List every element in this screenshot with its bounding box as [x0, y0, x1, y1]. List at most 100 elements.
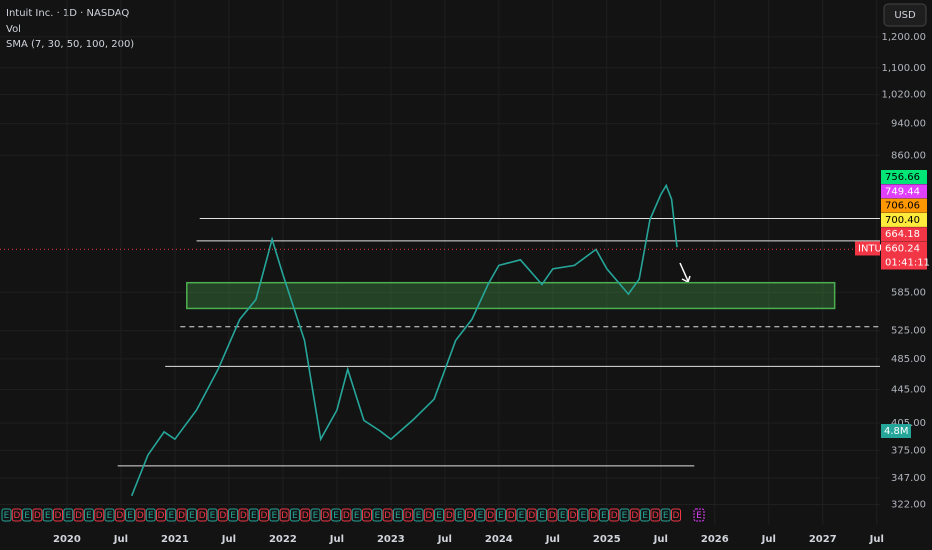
event-marker: [434, 508, 445, 522]
event-marker: [629, 508, 640, 522]
x-tick-label: 2021: [161, 534, 189, 545]
event-marker: [186, 508, 197, 522]
event-label: E: [189, 511, 195, 521]
event-marker: [300, 508, 311, 522]
event-label: D: [343, 511, 350, 521]
event-label: E: [560, 511, 566, 521]
event-marker: [526, 508, 537, 522]
event-label: D: [261, 511, 268, 521]
price-line: [130, 183, 678, 497]
event-marker: [423, 508, 434, 522]
y-tick-label: 1,200.00: [881, 32, 926, 43]
event-marker: [495, 508, 506, 522]
event-marker: [609, 508, 620, 522]
event-marker: [145, 508, 156, 522]
y-tick-label: 940.00: [891, 119, 926, 130]
event-marker: [94, 508, 105, 522]
event-label: E: [539, 511, 545, 521]
arrow: [679, 262, 689, 282]
event-marker: [42, 508, 53, 522]
event-marker: [135, 508, 146, 522]
y-tick-label: 585.00: [891, 287, 926, 298]
event-marker: [588, 508, 599, 522]
price-label: 664.18: [885, 229, 920, 240]
event-label: E: [354, 511, 360, 521]
event-label: E: [251, 511, 257, 521]
event-label: D: [158, 511, 165, 521]
event-marker: [547, 508, 558, 522]
event-label: D: [487, 511, 494, 521]
event-marker: [156, 508, 166, 522]
event-label: D: [281, 511, 288, 521]
event-label: D: [570, 511, 577, 521]
event-label: D: [75, 511, 82, 521]
y-tick-label: 1,020.00: [881, 90, 926, 101]
event-marker: [598, 508, 609, 522]
event-label: D: [508, 511, 515, 521]
event-label: E: [696, 511, 702, 521]
event-label: D: [219, 511, 226, 521]
volume-label: 4.8M: [884, 426, 909, 437]
event-label: E: [333, 511, 339, 521]
event-label: E: [45, 511, 51, 521]
event-marker: [125, 508, 136, 522]
event-label: E: [601, 511, 607, 521]
x-tick-label: Jul: [437, 534, 452, 545]
chart-title: Intuit Inc. · 1D · NASDAQ: [6, 8, 129, 19]
event-label: E: [292, 511, 298, 521]
event-label: D: [590, 511, 597, 521]
event-marker: [640, 508, 651, 522]
currency[interactable]: USD: [894, 10, 916, 21]
currency-button[interactable]: [883, 3, 927, 27]
event-label: E: [230, 511, 236, 521]
indicator: Vol: [6, 24, 21, 35]
x-tick-label: 2026: [701, 534, 729, 545]
event-marker: [259, 508, 269, 522]
event-label: D: [55, 511, 62, 521]
x-tick-label: 2025: [593, 534, 621, 545]
event-marker: [104, 508, 115, 522]
event-marker: [537, 508, 548, 522]
event-marker: [197, 508, 208, 522]
event-label: D: [425, 511, 432, 521]
event-marker: [1, 508, 12, 522]
x-tick-label: Jul: [221, 534, 236, 545]
price-label-box: [881, 184, 927, 199]
event-label: D: [631, 511, 638, 521]
y-tick-label: 347.00: [891, 473, 926, 484]
event-label: D: [13, 511, 20, 521]
event-marker: [32, 508, 43, 522]
x-tick-label: 2020: [53, 534, 81, 545]
event-marker: [516, 508, 527, 522]
plot: [0, 0, 880, 525]
y-tick-label: 1,100.00: [881, 63, 926, 74]
event-marker: [310, 508, 321, 522]
event-label: D: [673, 511, 680, 521]
event-label: E: [436, 511, 442, 521]
event-marker: [331, 508, 342, 522]
event-label: E: [457, 511, 463, 521]
event-label: E: [622, 511, 628, 521]
event-label: E: [65, 511, 71, 521]
event-marker: [444, 508, 455, 522]
volume-label-box: [881, 424, 911, 438]
x-tick-label: 2027: [809, 534, 837, 545]
event-label: E: [580, 511, 586, 521]
price-label: 660.24: [885, 244, 920, 255]
price-label-box: [881, 198, 927, 213]
event-label: D: [34, 511, 41, 521]
countdown-box: [881, 255, 927, 270]
event-label: D: [240, 511, 247, 521]
event-label: D: [384, 511, 391, 521]
event-marker: [372, 508, 383, 522]
event-marker: [619, 508, 630, 522]
event-label: D: [467, 511, 474, 521]
event-marker: [568, 508, 578, 522]
event-label: D: [652, 511, 659, 521]
event-marker: [320, 508, 331, 522]
event-marker: [63, 508, 74, 522]
event-marker: [485, 508, 496, 522]
x-tick-label: 2023: [377, 534, 405, 545]
indicator: SMA (7, 30, 50, 100, 200): [6, 39, 134, 50]
x-tick-label: 2022: [269, 534, 297, 545]
